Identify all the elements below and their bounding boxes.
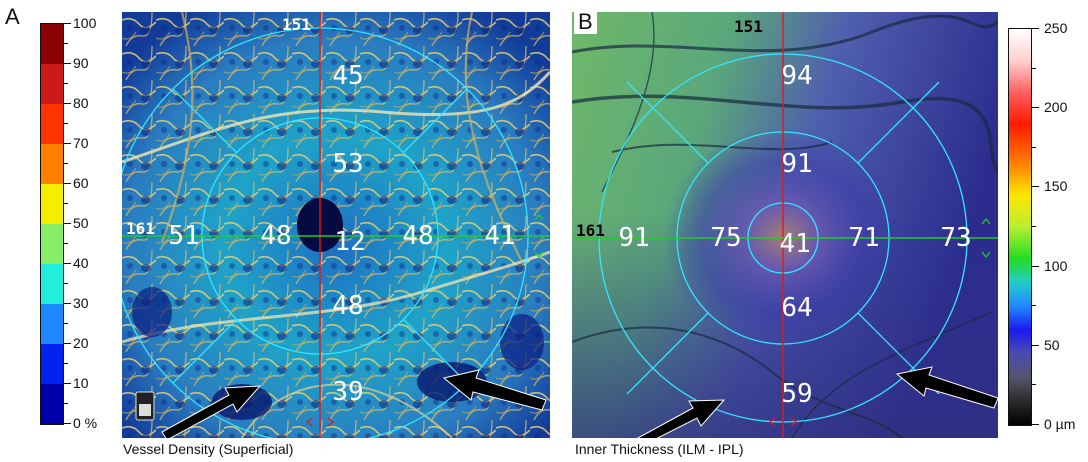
scale-minor-tick [1031, 67, 1036, 69]
scale-segment [41, 264, 63, 304]
value-outer-superior: 94 [781, 61, 812, 91]
value-outer-temporal: 73 [940, 223, 971, 253]
value-inner-nasal: 48 [260, 221, 291, 251]
panel-b-caption: Inner Thickness (ILM - IPL) [575, 441, 744, 457]
scale-tick [63, 103, 71, 104]
value-center: 12 [334, 227, 365, 257]
value-center: 41 [779, 229, 810, 259]
scale-tick-label: 20 [73, 335, 89, 351]
scale-segment [41, 184, 63, 224]
scale-minor-tick [63, 123, 68, 124]
scale-tick-label: 100 [73, 15, 97, 31]
value-outer-inferior: 59 [781, 379, 812, 409]
scale-tick [1031, 344, 1039, 346]
scale-minor-tick [63, 403, 68, 404]
value-inner-inferior: 48 [332, 291, 363, 321]
scale-segment [41, 224, 63, 264]
scale-minor-tick [1031, 226, 1036, 227]
device-icon [135, 391, 155, 421]
side-number: 161 [576, 221, 605, 240]
scale-tick [63, 223, 71, 224]
thickness-scale-bar [1008, 28, 1032, 426]
scale-tick-label: 80 [73, 95, 89, 111]
value-inner-temporal: 48 [402, 221, 433, 251]
scale-minor-tick [63, 283, 68, 284]
scale-tick-label: 60 [73, 175, 89, 191]
scale-tick [1031, 265, 1039, 267]
value-outer-inferior: 39 [332, 377, 363, 407]
scale-tick [1031, 107, 1039, 109]
top-number: 151 [282, 15, 311, 34]
scale-minor-tick [1031, 146, 1036, 148]
scale-tick-label: 70 [73, 135, 89, 151]
scale-minor-tick [63, 323, 68, 324]
vessel-density-map: 45 53 51 48 12 48 41 48 39 151 161 [122, 12, 550, 438]
scale-segment [41, 344, 63, 384]
scale-tick [63, 383, 71, 384]
scale-tick-label: 0 µm [1044, 416, 1076, 432]
scale-minor-tick [63, 203, 68, 204]
scale-tick [63, 23, 71, 24]
scale-tick [63, 263, 71, 264]
value-inner-temporal: 71 [848, 223, 879, 253]
scale-tick [1031, 424, 1039, 425]
scale-minor-tick [63, 43, 68, 44]
scale-tick [63, 303, 71, 304]
value-outer-nasal: 51 [168, 221, 199, 251]
scale-tick [63, 423, 71, 424]
scale-minor-tick [63, 363, 68, 364]
scale-tick-label: 250 [1044, 20, 1068, 36]
scale-tick [1031, 186, 1039, 188]
scale-tick-label: 10 [73, 375, 89, 391]
scale-segment [41, 24, 63, 64]
scale-segment [41, 304, 63, 344]
scale-tick [63, 183, 71, 184]
value-outer-nasal: 91 [618, 223, 649, 253]
arrow-icon [637, 366, 998, 438]
top-number: 151 [734, 17, 763, 36]
scale-minor-tick [1031, 384, 1036, 386]
scale-tick [1031, 28, 1039, 29]
panel-a-caption: Vessel Density (Superficial) [123, 441, 294, 457]
value-inner-superior: 53 [332, 149, 363, 179]
vessel-density-scale-bar [40, 23, 64, 425]
side-number: 161 [126, 219, 155, 238]
panel-a-letter: A [5, 4, 20, 29]
value-inner-inferior: 64 [781, 293, 812, 323]
panel-b-letter: B [574, 10, 597, 34]
scale-segment [41, 144, 63, 184]
arrow-icon [161, 369, 547, 438]
scale-tick-label: 90 [73, 55, 89, 71]
scale-segment [41, 384, 63, 424]
scale-tick-label: 50 [1044, 336, 1060, 353]
scale-tick-label: 50 [73, 215, 89, 231]
scale-segment [41, 104, 63, 144]
scale-segment [41, 64, 63, 104]
scale-minor-tick [1031, 305, 1036, 307]
value-outer-superior: 45 [332, 61, 363, 91]
scale-tick-label: 200 [1044, 99, 1068, 116]
scale-tick [63, 63, 71, 64]
scale-tick-label: 100 [1044, 257, 1068, 274]
scale-minor-tick [63, 243, 68, 244]
scale-tick [63, 343, 71, 344]
value-outer-temporal: 41 [484, 221, 515, 251]
scale-tick-label: 30 [73, 295, 89, 311]
inner-thickness-map: 94 91 91 75 41 71 73 64 59 151 161 [572, 12, 998, 438]
scale-minor-tick [63, 163, 68, 164]
scale-tick [63, 143, 71, 144]
scale-tick-label: 0 % [73, 415, 98, 431]
scale-tick-label: 150 [1044, 178, 1068, 195]
value-inner-nasal: 75 [710, 223, 741, 253]
scale-tick-label: 40 [73, 255, 89, 271]
scale-minor-tick [63, 83, 68, 84]
value-inner-superior: 91 [781, 149, 812, 179]
